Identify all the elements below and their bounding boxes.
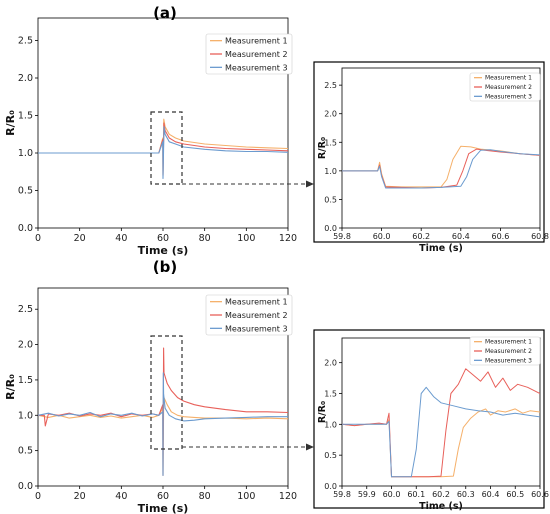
a-inset-legend (469, 72, 541, 102)
a-main-legend-label: Measurement 2 (225, 50, 288, 59)
a-main-ytick-label: 2.5 (18, 36, 33, 47)
b-main-ytick-label: 0.0 (18, 481, 33, 492)
a-main-xtick-label: 120 (279, 233, 297, 244)
b-main-xtick-label: 60 (157, 491, 169, 502)
a-inset-legend-label: Measurement 2 (485, 84, 532, 91)
b-main-xlabel: Time (s) (138, 502, 189, 514)
b-main-xtick-label: 40 (115, 491, 127, 502)
a-inset-ytick-label: 1.0 (324, 167, 337, 176)
a-main-ytick-label: 2.0 (18, 73, 33, 84)
b-inset-series-line (342, 386, 540, 478)
b-main-ytick-label: 1.5 (18, 375, 33, 386)
b-main-series-line (38, 372, 288, 476)
a-main-xlabel: Time (s) (138, 244, 189, 257)
b-inset-xtick-label: 60.5 (506, 490, 524, 499)
b-main-chart: 0 20 40 60 80 100 120 0.0 0.5 1.0 1.5 2.0 2.5 Time (s… (4, 287, 297, 514)
b-inset-xtick-label: 59.8 (333, 490, 351, 499)
b-main-xtick-label: 80 (199, 491, 211, 502)
b-inset-xtick-label: 59.9 (358, 490, 376, 499)
b-inset-ylabel: R/R₀ (317, 401, 328, 423)
a-inset-xtick-label: 60.0 (373, 232, 391, 241)
a-inset-xtick-label: 59.8 (333, 232, 351, 241)
b-main-ytick-label: 2.5 (18, 304, 33, 315)
b-inset-ytick-label: 0.0 (324, 482, 337, 491)
b-inset-xtick-label: 60.4 (482, 490, 500, 499)
b-main-xtick-label: 20 (74, 491, 86, 502)
b-inset-xtick-label: 60.3 (457, 490, 475, 499)
a-main-xtick-label: 60 (157, 233, 169, 244)
a-inset-xlabel: Time (s) (419, 243, 463, 254)
a-main-legend-label: Measurement 1 (225, 37, 288, 46)
a-inset-legend-label: Measurement 1 (485, 75, 532, 82)
b-main-xtick-label: 120 (279, 491, 297, 502)
b-main-ytick-label: 2.0 (18, 340, 33, 351)
a-inset-legend-label: Measurement 3 (485, 93, 532, 100)
a-inset-xtick-label: 60.2 (412, 232, 430, 241)
a-inset-xtick-label: 60.4 (452, 232, 470, 241)
b-main-legend-label: Measurement 1 (225, 298, 288, 307)
a-inset-chart: 59.8 60.0 60.2 60.4 60.6 60.8 0.0 0.5 1.0 1.5 2.0 2… (313, 61, 549, 254)
b-main-ylabel: R/R₀ (4, 374, 17, 400)
b-main-legend (205, 294, 293, 336)
b-inset-ytick-label: 1.0 (324, 420, 337, 429)
a-main-ytick-label: 0.0 (18, 223, 33, 234)
b-main-xtick-label: 0 (35, 491, 41, 502)
b-main-legend-label: Measurement 2 (225, 311, 288, 320)
a-inset-ylabel: R/R₀ (317, 137, 328, 159)
b-main-ytick-label: 1.0 (18, 410, 33, 421)
a-inset-xtick-label: 60.6 (491, 232, 509, 241)
a-inset-xtick-label: 60.8 (531, 232, 549, 241)
b-inset-xtick-label: 60.0 (383, 490, 401, 499)
b-main-xtick-label: 100 (237, 491, 255, 502)
b-inset-xlabel: Time (s) (419, 501, 463, 512)
a-main-xtick-label: 20 (74, 233, 86, 244)
a-main-legend-label: Measurement 3 (225, 63, 288, 72)
a-inset-ytick-label: 0.5 (324, 195, 337, 204)
b-main-legend-label: Measurement 3 (225, 324, 288, 333)
a-main-xtick-label: 0 (35, 233, 41, 244)
a-main-ylabel: R/R₀ (4, 110, 17, 136)
a-main-ytick-label: 1.5 (18, 111, 33, 122)
chart-layer: 0 20 40 60 80 100 120 0.0 0.5 1.0 1.5 2.0 2.5 Time (s… (4, 17, 549, 514)
a-main-series-line (38, 126, 288, 180)
b-inset-xtick-label: 60.1 (407, 490, 425, 499)
b-inset-legend-label: Measurement 3 (485, 357, 532, 364)
a-inset-ytick-label: 2.5 (324, 81, 337, 90)
a-main-xtick-label: 100 (237, 233, 255, 244)
b-inset-ytick-label: 2.0 (324, 359, 337, 368)
b-inset-ytick-label: 0.5 (324, 451, 337, 460)
a-main-legend (205, 33, 293, 75)
b-inset-legend-label: Measurement 2 (485, 348, 532, 355)
zoom-box-b (150, 335, 183, 450)
b-inset-xtick-label: 60.6 (531, 490, 549, 499)
a-main-ytick-label: 0.5 (18, 186, 33, 197)
a-inset-series-line (342, 149, 540, 189)
a-inset-ytick-label: 0.0 (324, 224, 337, 233)
b-inset-chart: 59.8 59.9 60.0 60.1 60.2 60.3 60.4 60.5 60.6 0.0 0… (313, 329, 549, 512)
a-inset-ytick-label: 2.0 (324, 110, 337, 119)
arrowhead-a (306, 180, 314, 188)
a-main-xtick-label: 80 (199, 233, 211, 244)
zoom-box-a (150, 111, 183, 185)
b-inset-xtick-label: 60.2 (432, 490, 450, 499)
a-inset-plot-area (341, 67, 541, 229)
b-inset-ytick-label: 1.5 (324, 390, 337, 399)
panel-label-a: (a) (153, 4, 177, 22)
b-inset-legend (469, 336, 541, 366)
b-main-ytick-label: 0.5 (18, 446, 33, 457)
a-main-ytick-label: 1.0 (18, 148, 33, 159)
b-inset-legend-label: Measurement 1 (485, 339, 532, 346)
a-main-chart: 0 20 40 60 80 100 120 0.0 0.5 1.0 1.5 2.0 2.5 Time (s… (4, 17, 297, 257)
a-main-xtick-label: 40 (115, 233, 127, 244)
arrowhead-b (306, 443, 314, 451)
panel-label-b: (b) (153, 258, 177, 276)
a-inset-ytick-label: 1.5 (324, 138, 337, 147)
